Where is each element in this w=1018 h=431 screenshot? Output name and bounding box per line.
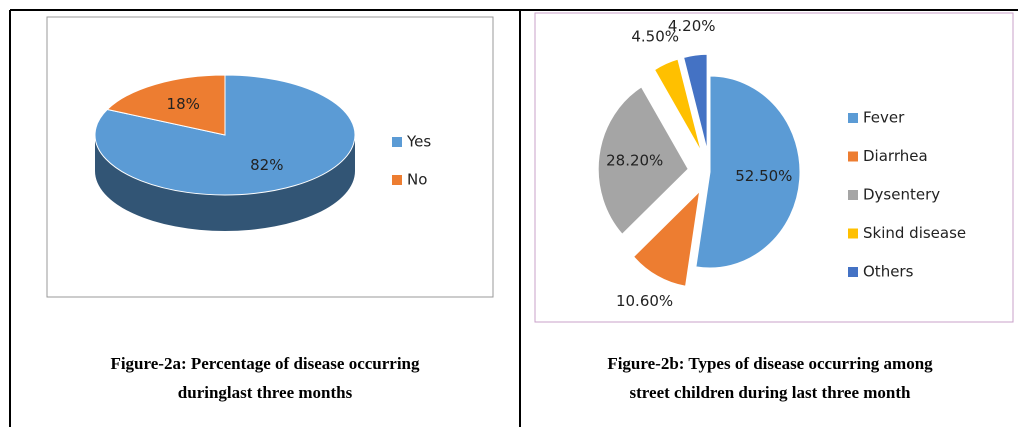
data-label: 4.50% xyxy=(631,28,679,46)
data-label: 18% xyxy=(167,95,200,113)
legend-label: Skind disease xyxy=(863,224,966,242)
caption: Figure-2b: Types of disease occurring am… xyxy=(607,354,933,373)
caption: duringlast three months xyxy=(178,383,353,402)
pie-slice xyxy=(94,74,356,196)
data-label: 82% xyxy=(250,156,283,174)
legend-label: Dysentery xyxy=(863,186,940,204)
pie-slice xyxy=(632,189,701,287)
legend-swatch xyxy=(848,113,858,123)
legend-label: Diarrhea xyxy=(863,147,928,165)
pie-slice xyxy=(106,74,226,136)
legend-swatch xyxy=(392,175,402,185)
legend-swatch xyxy=(848,151,858,162)
data-label: 4.20% xyxy=(668,17,716,35)
pie-slice xyxy=(695,75,801,269)
pie-slice xyxy=(683,53,708,151)
legend-swatch xyxy=(848,228,858,239)
pie-side xyxy=(95,135,355,231)
pie-slice xyxy=(597,86,689,235)
legend-swatch xyxy=(848,267,858,277)
pie-slice xyxy=(653,58,702,153)
legend-label: Fever xyxy=(863,109,905,127)
caption: street children during last three month xyxy=(630,383,912,402)
caption: Figure-2a: Percentage of disease occurri… xyxy=(110,354,420,373)
data-label: 28.20% xyxy=(606,152,663,170)
legend-swatch xyxy=(848,190,858,200)
data-label: 52.50% xyxy=(735,167,792,185)
legend-swatch xyxy=(392,137,402,147)
legend-label: No xyxy=(407,171,427,189)
data-label: 10.60% xyxy=(616,292,673,310)
legend-label: Others xyxy=(863,263,914,281)
legend-label: Yes xyxy=(406,133,431,151)
